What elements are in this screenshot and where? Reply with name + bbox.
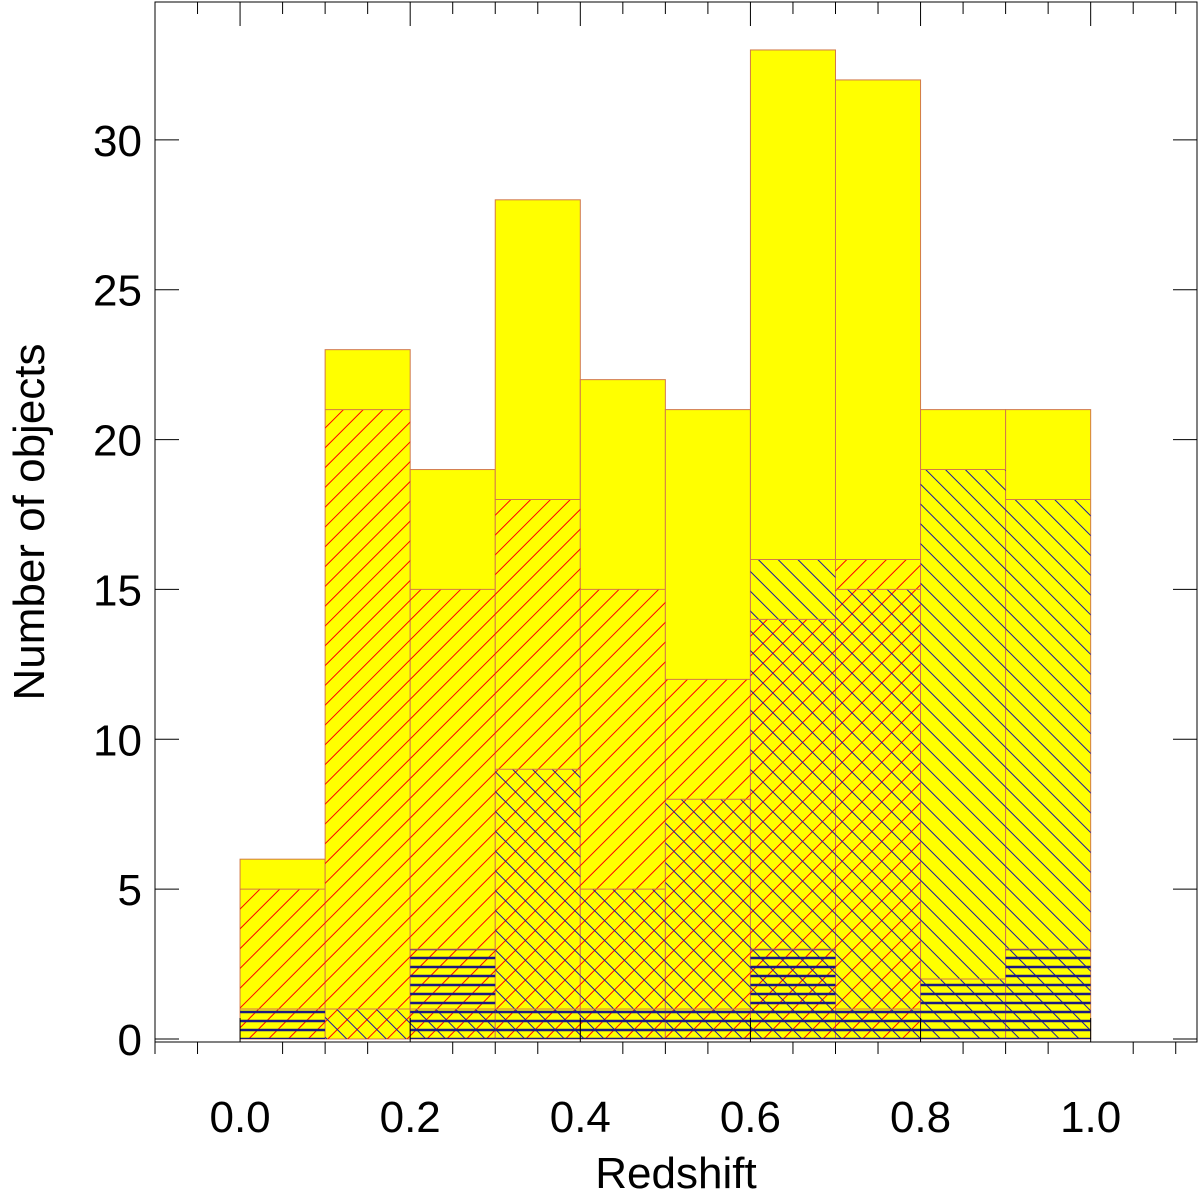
y-tick-label: 15	[93, 566, 142, 615]
y-tick-label: 25	[93, 267, 142, 316]
y-tick-label: 0	[118, 1016, 142, 1065]
bar-series3-bin9	[1005, 949, 1091, 1040]
y-tick-label: 5	[118, 866, 142, 915]
bar-series2-bin1	[325, 1009, 411, 1040]
bar-series3-bin5	[665, 1009, 751, 1040]
bars-layer	[239, 49, 1092, 1040]
bar-series3-bin3	[495, 1009, 581, 1040]
bar-series2-bin8	[920, 469, 1006, 1040]
bar-series1-bin1	[325, 409, 411, 1040]
x-tick-label: 0.4	[550, 1093, 611, 1142]
bar-series3-bin7	[835, 1009, 921, 1040]
bar-series3-bin4	[580, 1009, 666, 1040]
plot-frame	[154, 1, 1198, 1043]
y-axis-title: Number of objects	[5, 343, 54, 700]
bar-series2-bin7	[835, 589, 921, 1040]
bar-series3-bin0	[240, 1009, 326, 1040]
bar-series3-bin8	[920, 979, 1006, 1040]
bar-series3-bin6	[750, 949, 836, 1040]
x-tick-label: 1.0	[1060, 1093, 1121, 1142]
x-axis-title: Redshift	[595, 1149, 756, 1194]
bar-series2-bin3	[495, 769, 581, 1040]
axes-layer	[154, 1, 1198, 1043]
bar-series3-bin2	[410, 949, 496, 1040]
x-tick-label: 0.8	[890, 1093, 951, 1142]
x-tick-label: 0.2	[380, 1093, 441, 1142]
y-tick-label: 20	[93, 417, 142, 466]
ticks-layer: 0.0 0.2 0.4 0.6 0.8 1.0 0 5 10 15 20 25 30	[93, 2, 1197, 1142]
x-tick-label: 0.6	[720, 1093, 781, 1142]
bar-series2-bin5	[665, 799, 751, 1040]
x-tick-label: 0.0	[209, 1093, 270, 1142]
y-tick-label: 10	[93, 716, 142, 765]
y-tick-label: 30	[93, 117, 142, 166]
